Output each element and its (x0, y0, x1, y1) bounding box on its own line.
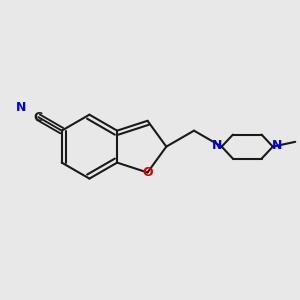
Text: C: C (34, 111, 43, 124)
Text: N: N (16, 101, 26, 114)
Text: N: N (212, 139, 222, 152)
Text: O: O (142, 166, 153, 179)
Text: N: N (272, 139, 283, 152)
